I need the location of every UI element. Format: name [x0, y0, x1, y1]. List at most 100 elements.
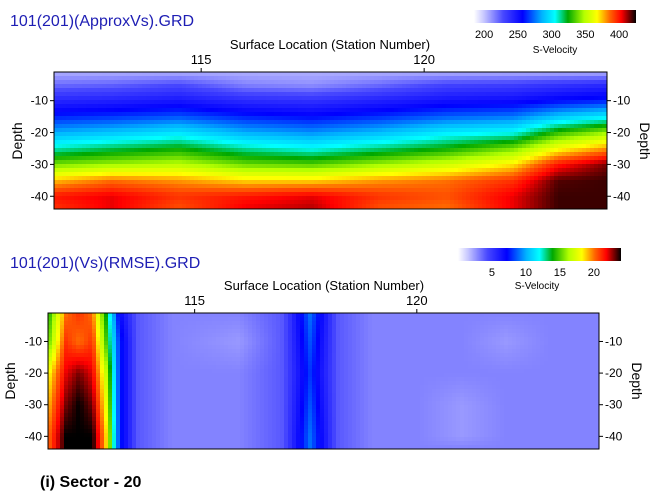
heatmap-cell — [598, 128, 603, 133]
heatmap-cell — [146, 196, 151, 201]
heatmap-cell — [518, 200, 523, 205]
heatmap-cell — [402, 88, 407, 93]
heatmap-cell — [188, 313, 193, 318]
heatmap-cell — [82, 196, 87, 201]
heatmap-cell — [498, 144, 503, 149]
heatmap-cell — [262, 152, 267, 157]
heatmap-cell — [458, 176, 463, 181]
heatmap-cell — [266, 120, 271, 125]
heatmap-cell — [290, 128, 295, 133]
heatmap-cell — [90, 144, 95, 149]
heatmap-cell — [418, 160, 423, 165]
heatmap-cell — [462, 84, 467, 89]
heatmap-cell — [330, 188, 335, 193]
heatmap-cell — [490, 72, 495, 77]
heatmap-cell — [74, 152, 79, 157]
heatmap-cell — [598, 80, 603, 85]
heatmap-cell — [370, 184, 375, 189]
y-ticks-left: -10-20-30-40 — [31, 94, 54, 204]
heatmap-cell — [426, 168, 431, 173]
heatmap-cell — [274, 88, 279, 93]
heatmap-cell — [602, 80, 607, 85]
heatmap-cell — [414, 128, 419, 133]
heatmap-cell — [326, 152, 331, 157]
heatmap-cell — [474, 120, 479, 125]
heatmap-cell — [322, 172, 327, 177]
heatmap-cell — [314, 124, 319, 129]
heatmap-cell — [306, 100, 311, 105]
heatmap-cell — [550, 172, 555, 177]
heatmap-cell — [506, 108, 511, 113]
heatmap-cell — [266, 144, 271, 149]
heatmap-cell — [190, 204, 195, 209]
heatmap-cell — [526, 128, 531, 133]
heatmap-cell — [482, 156, 487, 161]
heatmap-cell — [198, 140, 203, 145]
heatmap-cell — [130, 124, 135, 129]
heatmap-cell — [550, 144, 555, 149]
heatmap-cell — [494, 180, 499, 185]
heatmap-cell — [294, 108, 299, 113]
heatmap-cell — [246, 148, 251, 153]
heatmap-cell — [214, 132, 219, 137]
heatmap-cell — [442, 156, 447, 161]
heatmap-cell — [334, 200, 339, 205]
heatmap-cell — [110, 140, 115, 145]
heatmap-cell — [558, 172, 563, 177]
heatmap-cell — [214, 192, 219, 197]
heatmap-cell — [378, 136, 383, 141]
heatmap-cell — [276, 313, 281, 318]
heatmap-cell — [422, 160, 427, 165]
heatmap-cell — [470, 188, 475, 193]
heatmap-cell — [278, 192, 283, 197]
heatmap-cell — [554, 192, 559, 197]
heatmap-cell — [526, 88, 531, 93]
heatmap-cell — [366, 168, 371, 173]
heatmap-cell — [426, 176, 431, 181]
heatmap-cell — [514, 172, 519, 177]
heatmap-cell — [446, 200, 451, 205]
heatmap-cell — [466, 80, 471, 85]
heatmap-cell — [114, 152, 119, 157]
heatmap-cell — [542, 120, 547, 125]
heatmap-cell — [546, 96, 551, 101]
heatmap-cell — [570, 204, 575, 209]
heatmap-cell — [534, 140, 539, 145]
heatmap-cell — [282, 192, 287, 197]
heatmap-cell — [318, 188, 323, 193]
heatmap-cell — [590, 112, 595, 117]
heatmap-cell — [130, 152, 135, 157]
heatmap-cell — [194, 148, 199, 153]
heatmap-cell — [414, 132, 419, 137]
heatmap-cell — [238, 156, 243, 161]
heatmap-cell — [394, 204, 399, 209]
heatmap-cell — [426, 144, 431, 149]
heatmap-cell — [190, 172, 195, 177]
heatmap-cell — [362, 168, 367, 173]
heatmap-cell — [86, 72, 91, 77]
heatmap-cell — [586, 84, 591, 89]
heatmap-cell — [56, 313, 61, 318]
heatmap-cell — [210, 124, 215, 129]
heatmap-cell — [374, 188, 379, 193]
heatmap-cell — [578, 140, 583, 145]
heatmap-cell — [362, 72, 367, 77]
heatmap-cell — [202, 88, 207, 93]
heatmap-cell — [562, 144, 567, 149]
heatmap-cell — [134, 204, 139, 209]
heatmap-cell — [514, 152, 519, 157]
heatmap-cell — [94, 156, 99, 161]
heatmap-cell — [186, 88, 191, 93]
heatmap-cell — [410, 72, 415, 77]
heatmap-cell — [370, 100, 375, 105]
heatmap-cell — [274, 148, 279, 153]
heatmap-cell — [338, 184, 343, 189]
heatmap-cell — [446, 184, 451, 189]
heatmap-cell — [350, 140, 355, 145]
heatmap-cell — [526, 120, 531, 125]
heatmap-cell — [498, 96, 503, 101]
heatmap-cell — [454, 76, 459, 81]
heatmap-cell — [546, 132, 551, 137]
heatmap-cell — [590, 176, 595, 181]
heatmap-cell — [530, 140, 535, 145]
